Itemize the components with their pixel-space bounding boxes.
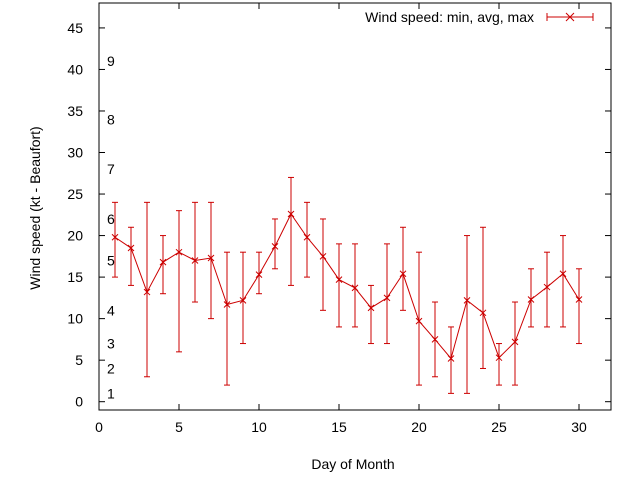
x-tick-label: 5	[175, 419, 183, 435]
avg-point	[159, 258, 167, 266]
y-tick-label: 10	[67, 311, 83, 327]
avg-point	[399, 270, 407, 278]
y-tick-label: 15	[67, 269, 83, 285]
avg-point	[271, 243, 279, 250]
avg-point	[207, 254, 215, 262]
y-tick-label: 20	[67, 228, 83, 244]
y-tick-label: 0	[75, 394, 83, 410]
avg-point	[463, 297, 471, 304]
avg-point	[431, 336, 439, 343]
x-tick-label: 20	[411, 419, 427, 435]
beaufort-scale-labels: 1 2 3 4 5 6 7 8 9	[107, 53, 115, 401]
beaufort-label: 4	[107, 302, 115, 318]
x-tick-label: 0	[95, 419, 103, 435]
beaufort-label: 6	[107, 211, 115, 227]
avg-point	[351, 284, 359, 292]
legend-label: Wind speed: min, avg, max	[365, 9, 534, 25]
y-tick-label: 25	[67, 186, 83, 202]
avg-point	[143, 288, 151, 296]
avg-point	[559, 270, 567, 278]
beaufort-label: 9	[107, 53, 115, 69]
avg-point	[319, 252, 327, 260]
plot-frame	[98, 2, 612, 411]
avg-point	[303, 233, 311, 241]
series-group	[111, 176, 583, 394]
avg-point	[543, 283, 551, 291]
x-tick-label: 10	[251, 419, 267, 435]
y-tick-label: 5	[75, 352, 83, 368]
beaufort-label: 7	[107, 161, 115, 177]
avg-point	[111, 233, 119, 241]
legend-marker	[565, 12, 575, 22]
legend: Wind speed: min, avg, max	[365, 9, 594, 25]
avg-point	[367, 304, 375, 312]
avg-point	[223, 301, 231, 308]
y-axis-label: Wind speed (kt - Beaufort)	[27, 126, 43, 289]
avg-point	[239, 297, 247, 304]
avg-point	[255, 271, 263, 278]
avg-point	[191, 257, 199, 264]
avg-point	[495, 354, 503, 362]
beaufort-label: 3	[107, 336, 115, 352]
beaufort-label: 8	[107, 111, 115, 127]
y-tick-label: 35	[67, 103, 83, 119]
avg-point	[511, 338, 519, 346]
y-tick-label: 30	[67, 145, 83, 161]
x-tick-label: 30	[571, 419, 587, 435]
x-axis-ticks: 0 5 10 15 20 25 30	[95, 3, 587, 435]
x-tick-label: 25	[491, 419, 507, 435]
avg-line	[114, 212, 580, 360]
beaufort-label: 2	[107, 360, 115, 376]
series-layer	[111, 176, 583, 394]
x-axis-label: Day of Month	[311, 456, 394, 472]
y-tick-label: 40	[67, 61, 83, 77]
avg-point	[287, 210, 295, 218]
avg-point	[479, 309, 487, 317]
avg-point	[575, 296, 583, 303]
avg-point	[127, 244, 135, 252]
avg-point	[175, 248, 183, 256]
x-tick-label: 15	[331, 419, 347, 435]
y-tick-label: 45	[67, 20, 83, 36]
avg-point	[383, 294, 391, 302]
avg-point	[527, 296, 535, 303]
avg-point	[415, 317, 423, 325]
avg-point	[335, 276, 343, 283]
avg-point	[447, 355, 455, 362]
beaufort-label: 5	[107, 252, 115, 268]
beaufort-label: 1	[107, 385, 115, 401]
